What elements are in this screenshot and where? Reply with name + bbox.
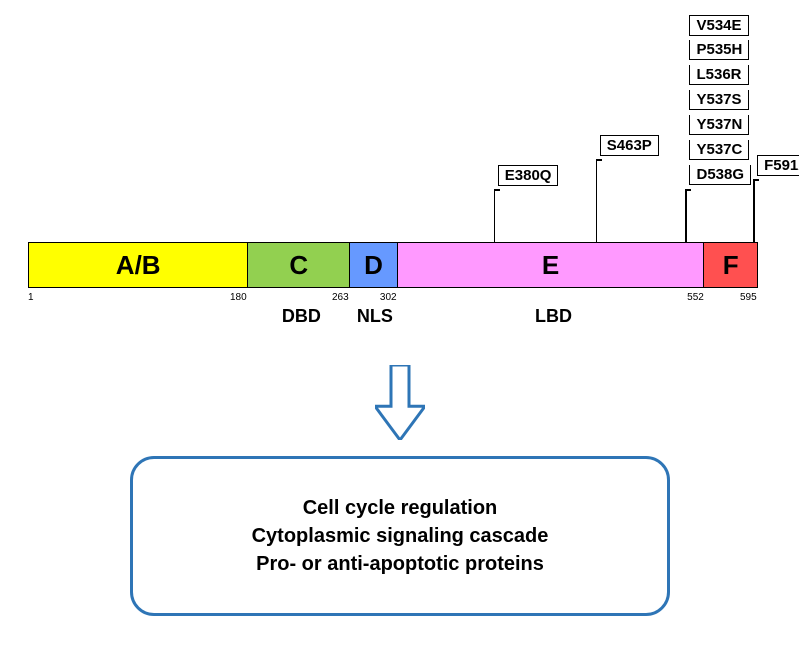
- mutation-label: Y537C: [689, 140, 749, 160]
- mutation-label: Y537N: [689, 115, 749, 135]
- domain-segment-AB: A/B: [29, 243, 248, 287]
- outcome-line: Cytoplasmic signaling cascade: [252, 522, 549, 550]
- mutation-label: F591A: [757, 155, 799, 176]
- mutation-pointer: [494, 189, 500, 191]
- outcome-line: Cell cycle regulation: [303, 494, 498, 522]
- mutation-pointer: [685, 189, 691, 191]
- mutation-pointer: [596, 159, 602, 161]
- position-label: 1: [28, 292, 34, 303]
- domain-segment-C: C: [248, 243, 350, 287]
- position-label: 302: [380, 292, 397, 303]
- mutation-label: D538G: [689, 165, 751, 185]
- mutation-pointer: [753, 180, 755, 242]
- domain-segment-F: F: [704, 243, 757, 287]
- position-label: 263: [332, 292, 349, 303]
- mutation-label: S463P: [600, 135, 659, 156]
- position-label: 595: [740, 292, 757, 303]
- mutation-pointer: [596, 160, 598, 242]
- domain-annotation: NLS: [357, 306, 393, 327]
- domain-segment-E: E: [398, 243, 704, 287]
- mutation-label: Y537S: [689, 90, 748, 110]
- mutation-label: P535H: [689, 40, 749, 60]
- domain-segment-D: D: [350, 243, 398, 287]
- domain-annotation: DBD: [282, 306, 321, 327]
- position-label: 552: [687, 292, 704, 303]
- protein-domain-bar: A/BCDEF: [28, 242, 758, 288]
- mutation-pointer: [494, 190, 496, 242]
- outcome-box: Cell cycle regulationCytoplasmic signali…: [130, 456, 670, 616]
- mutation-pointer: [753, 179, 759, 181]
- position-label: 180: [230, 292, 247, 303]
- mutation-label: L536R: [689, 65, 748, 85]
- down-arrow: [375, 365, 425, 445]
- mutation-pointer: [685, 190, 687, 242]
- mutation-label: E380Q: [498, 165, 559, 186]
- domain-annotation: LBD: [535, 306, 572, 327]
- mutation-label: V534E: [689, 15, 748, 36]
- outcome-line: Pro- or anti-apoptotic proteins: [256, 550, 544, 578]
